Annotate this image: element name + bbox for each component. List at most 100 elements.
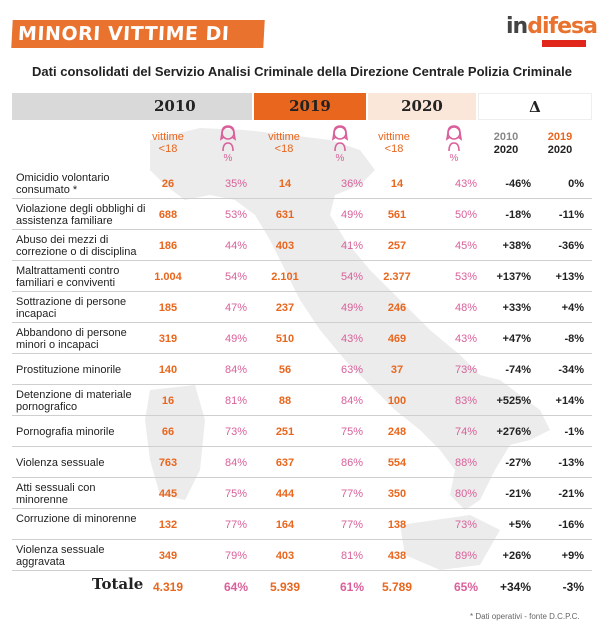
table-row: Omicidio volontario consumato * 26 35% 14 36… — [12, 168, 592, 199]
delta-2010-2020: -74% — [505, 364, 531, 376]
delta-2019-2020: +4% — [561, 302, 584, 314]
delta-2010-2020: +38% — [502, 240, 531, 252]
pct-2019: 54% — [340, 271, 364, 283]
page-title: MINORI VITTIME DI REATI IN ITALIA — [11, 20, 265, 67]
delta-2019-2020: -11% — [558, 209, 584, 221]
delta-2019-2020: -21% — [558, 488, 584, 500]
table-row: Violazione degli obblighi di assistenza … — [12, 199, 592, 230]
victims-2019: 56 — [278, 364, 292, 376]
victims-label: vittime — [378, 131, 410, 143]
indifesa-logo: indifesa — [506, 14, 598, 50]
victims-2010: 349 — [158, 550, 178, 562]
victims-2020: 257 — [387, 240, 407, 252]
delta-2019-2020: 0% — [568, 178, 584, 190]
victims-2020: 248 — [387, 426, 407, 438]
victims-2020: 5.789 — [381, 580, 413, 594]
delta-2019-2020: -1% — [564, 426, 584, 438]
pct-2020: 50% — [454, 209, 478, 221]
victims-2019: 403 — [275, 240, 295, 252]
victims-2019: 5.939 — [269, 580, 301, 594]
header-delta: Δ — [478, 93, 592, 120]
pct-2019: 81% — [340, 550, 364, 562]
delta-2019-2020: +13% — [555, 271, 584, 283]
delta-2010-2020: -18% — [505, 209, 531, 221]
victims-2010: 140 — [158, 364, 178, 376]
victims-2020: 138 — [387, 519, 407, 531]
cmp1-top: 2010 — [493, 131, 519, 143]
pct-2020: 88% — [454, 457, 478, 469]
pct-2019: 77% — [340, 488, 364, 500]
delta-2019-2020: +14% — [555, 395, 584, 407]
row-label: Pornografia minorile — [16, 426, 115, 438]
victims-2020: 554 — [387, 457, 407, 469]
table-row: Violenza sessuale 763 84% 637 86% 554 88% -27% -… — [12, 447, 592, 478]
pct-2010: 75% — [224, 488, 248, 500]
subheader-pct-2010: % — [223, 153, 233, 164]
table-row: Corruzione di minorenne 132 77% 164 77% 138 73… — [12, 509, 592, 540]
delta-2010-2020: +26% — [502, 550, 531, 562]
subheader-victims-2019: vittime <18 — [264, 131, 304, 155]
cmp2-top: 2019 — [547, 131, 573, 143]
pct-2019: 43% — [340, 333, 364, 345]
subheader-delta-2019-2020: 2019 2020 — [540, 131, 580, 157]
pct-2019: 49% — [340, 209, 364, 221]
row-label: Totale — [92, 575, 144, 593]
pct-2019: 63% — [340, 364, 364, 376]
header-2019: 2019 — [254, 93, 366, 120]
footnote: * Dati operativi - fonte D.C.P.C. — [470, 612, 580, 621]
delta-2010-2020: +34% — [499, 580, 531, 594]
pct-2010: 44% — [224, 240, 248, 252]
pct-2020: 53% — [454, 271, 478, 283]
pct-2010: 79% — [224, 550, 248, 562]
pct-2019: 77% — [340, 519, 364, 531]
data-table: Omicidio volontario consumato * 26 35% 14 36… — [12, 168, 592, 601]
delta-2010-2020: +137% — [496, 271, 531, 283]
table-row: Detenzione di materiale pornografico 16 81… — [12, 385, 592, 416]
row-label: Corruzione di minorenne — [16, 513, 137, 525]
pct-2019: 84% — [340, 395, 364, 407]
victims-2020: 350 — [387, 488, 407, 500]
subheader-pct-2019: % — [335, 153, 345, 164]
pct-2010: 84% — [224, 364, 248, 376]
victims-2020: 37 — [390, 364, 404, 376]
victims-2019: 631 — [275, 209, 295, 221]
victims-2019: 637 — [275, 457, 295, 469]
total-row: Totale 4.319 64% 5.939 61% 5.789 65% +34% -3% — [12, 571, 592, 601]
table-row: Abuso dei mezzi di correzione o di disci… — [12, 230, 592, 261]
delta-2010-2020: +525% — [496, 395, 531, 407]
row-label: Atti sessuali con minorenne — [16, 482, 96, 506]
pct-2010: 64% — [223, 580, 249, 594]
victims-2020: 14 — [390, 178, 404, 190]
victims-2020: 246 — [387, 302, 407, 314]
pct-2010: 84% — [224, 457, 248, 469]
subtitle: Dati consolidati del Servizio Analisi Cr… — [32, 64, 572, 79]
pct-2010: 77% — [224, 519, 248, 531]
pct-2010: 35% — [224, 178, 248, 190]
victims-2019: 88 — [278, 395, 292, 407]
delta-2010-2020: +276% — [496, 426, 531, 438]
delta-2019-2020: -16% — [558, 519, 584, 531]
delta-2010-2020: -46% — [505, 178, 531, 190]
pct-2019: 61% — [339, 580, 365, 594]
pct-2010: 49% — [224, 333, 248, 345]
pct-2020: 73% — [454, 519, 478, 531]
female-icon — [445, 125, 463, 152]
table-row: Atti sessuali con minorenne 445 75% 444 77% 3… — [12, 478, 592, 509]
victims-2010: 186 — [158, 240, 178, 252]
pct-2019: 75% — [340, 426, 364, 438]
pct-2019: 41% — [340, 240, 364, 252]
victims-2019: 2.101 — [271, 271, 299, 283]
victims-2020: 2.377 — [383, 271, 411, 283]
row-label: Violenza sessuale aggravata — [16, 544, 105, 568]
row-label: Prostituzione minorile — [16, 364, 122, 376]
logo-bar — [542, 40, 586, 47]
under18-label: <18 — [384, 143, 404, 155]
female-icon — [331, 125, 349, 152]
victims-2010: 688 — [158, 209, 178, 221]
pct-2019: 86% — [340, 457, 364, 469]
logo-text-part1: in — [506, 14, 528, 39]
victims-2010: 4.319 — [152, 580, 184, 594]
header-2020: 2020 — [368, 93, 476, 120]
pct-2020: 80% — [454, 488, 478, 500]
delta-2019-2020: -8% — [564, 333, 584, 345]
